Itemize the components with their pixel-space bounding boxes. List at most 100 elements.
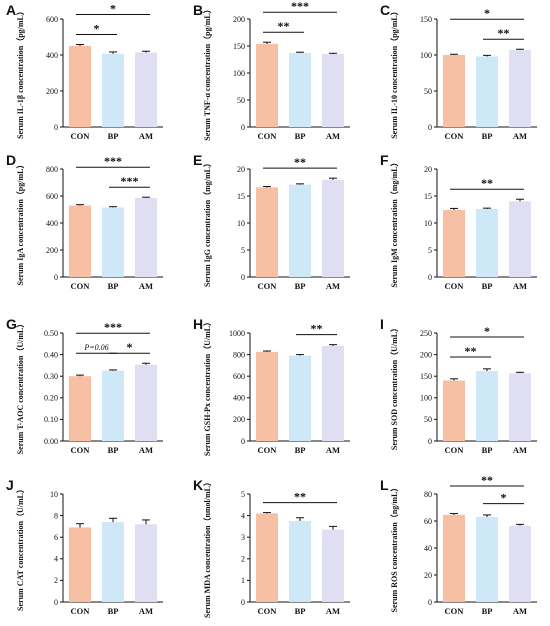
- panel-b-x-tick-label: CON: [258, 131, 278, 141]
- panel-f-significance-label: **: [481, 176, 493, 190]
- panel-l-x-tick-label: CON: [445, 606, 465, 616]
- panel-h-bar-am: [322, 345, 344, 441]
- panel-g-x-tick-label: BP: [108, 445, 119, 455]
- panel-a-bar-con: [69, 46, 91, 127]
- panel-g-significance-label: P=0.06: [83, 343, 108, 352]
- panel-c: C Serum IL-10 concentration（pg/mL） 0 50 100 1…: [380, 2, 537, 141]
- panel-j-bar-con: [69, 527, 91, 602]
- panel-e-bar-am: [322, 179, 344, 277]
- panel-l-y-axis-label: Serum ROS concentration（ng/mL）: [389, 484, 399, 613]
- panel-l-y-tick-label: 40: [424, 544, 432, 553]
- panel-b-y-axis-label: Serum TNF-α concentration（pg/mL）: [202, 5, 212, 140]
- panel-f-x-tick-label: BP: [482, 281, 493, 291]
- panel-i-bar-am: [509, 373, 531, 441]
- panel-a-x-tick-label: BP: [108, 131, 119, 141]
- panel-h-letter: H: [193, 316, 203, 332]
- panel-j-x-tick-label: CON: [71, 606, 91, 616]
- panel-a: A Serum IL-1β concentration（pg/mL） 0 200 400…: [6, 2, 163, 141]
- panel-e-x-tick-label: CON: [258, 281, 278, 291]
- panel-a-y-tick-label: 600: [46, 15, 58, 24]
- panel-f-y-tick-label: 5: [428, 246, 432, 255]
- panel-j-y-tick-label: 10: [50, 490, 58, 499]
- panel-l-bar-am: [509, 525, 531, 602]
- panel-i-y-tick-label: 100: [420, 394, 432, 403]
- panel-i-significance-label: **: [465, 344, 477, 358]
- panel-g-significance-label: *: [127, 340, 133, 354]
- panel-j-y-tick-label: 0: [54, 598, 58, 607]
- panel-h: H Serum GSH-Px concentration（U/mL） 0 200 400…: [193, 316, 350, 456]
- panel-e-bar-bp: [289, 184, 311, 277]
- panel-i-bar-con: [443, 380, 465, 441]
- panel-a-x-tick-label: CON: [71, 131, 91, 141]
- panel-b-significance-label: **: [278, 19, 290, 33]
- panel-k-letter: K: [193, 477, 203, 493]
- panel-d-bar-am: [135, 198, 157, 277]
- panel-j-y-tick-label: 2: [54, 576, 58, 585]
- panel-l-letter: L: [380, 477, 389, 493]
- panel-f-bar-am: [509, 201, 531, 277]
- panel-f-letter: F: [380, 152, 389, 168]
- panel-d-y-tick-label: 400: [46, 219, 58, 228]
- panel-d-x-tick-label: BP: [108, 281, 119, 291]
- panel-a-y-tick-label: 200: [46, 87, 58, 96]
- panel-a-significance-label: *: [94, 22, 100, 36]
- panel-k-significance-label: **: [294, 490, 306, 504]
- panel-h-x-tick-label: CON: [258, 445, 278, 455]
- panel-e-y-tick-label: 15: [237, 192, 245, 201]
- panel-e-y-tick-label: 0: [241, 273, 245, 282]
- panel-b-x-tick-label: AM: [326, 131, 340, 141]
- panel-h-y-tick-label: 600: [233, 372, 245, 381]
- panel-d-significance-label: ***: [104, 154, 122, 168]
- panel-k: K Serum MDA concentration（nmol/mL） 0 1 2 3 4 5 C…: [193, 477, 350, 618]
- panel-j-y-tick-label: 6: [54, 533, 58, 542]
- panel-k-y-tick-label: 0: [241, 598, 245, 607]
- panel-g-y-tick-label: 0.10: [44, 415, 58, 424]
- panel-b-significance-label: ***: [291, 0, 309, 13]
- panel-c-y-tick-label: 0: [428, 123, 432, 132]
- panel-h-x-tick-label: BP: [295, 445, 306, 455]
- panel-f-bar-bp: [476, 208, 498, 277]
- panel-k-y-tick-label: 5: [241, 490, 245, 499]
- panel-b-bar-con: [256, 43, 278, 128]
- panel-h-y-axis-label: Serum GSH-Px concentration（U/mL）: [202, 318, 212, 456]
- panel-d-x-tick-label: CON: [71, 281, 91, 291]
- panel-e-y-axis-label: Serum IgG concentration（mg/mL）: [202, 159, 212, 287]
- panel-k-bar-am: [322, 529, 344, 602]
- panel-l-bar-bp: [476, 516, 498, 602]
- panel-g-significance-label: ***: [104, 320, 122, 334]
- panel-b-y-tick-label: 50: [237, 96, 245, 105]
- panel-l-y-tick-label: 60: [424, 517, 432, 526]
- panel-d-y-axis-label: Serum IgA concentration（pg/mL）: [15, 161, 25, 286]
- panel-e: E Serum IgG concentration（mg/mL） 0 5 10 15 20 C…: [193, 152, 350, 291]
- panel-d-bar-bp: [102, 207, 124, 277]
- panel-j-bar-am: [135, 524, 157, 602]
- panel-i-x-tick-label: BP: [482, 445, 493, 455]
- panel-e-bar-con: [256, 187, 278, 277]
- panel-f-y-axis-label: Serum IgM concentration（mg/mL）: [389, 158, 399, 287]
- panel-c-bar-am: [509, 49, 531, 127]
- panel-d-y-tick-label: 0: [54, 273, 58, 282]
- panel-k-x-tick-label: BP: [295, 606, 306, 616]
- panel-h-bar-bp: [289, 355, 311, 441]
- panel-c-x-tick-label: AM: [513, 131, 527, 141]
- panel-c-significance-label: **: [498, 26, 510, 40]
- panel-a-x-tick-label: AM: [139, 131, 153, 141]
- panel-i-x-tick-label: AM: [513, 445, 527, 455]
- panel-c-y-axis-label: Serum IL-10 concentration（pg/mL）: [389, 7, 399, 139]
- panel-a-significance-label: *: [110, 2, 116, 16]
- panel-g-bar-con: [69, 376, 91, 441]
- panel-l-significance-label: *: [501, 491, 507, 505]
- panel-e-letter: E: [193, 152, 202, 168]
- panel-h-y-tick-label: 200: [233, 415, 245, 424]
- panel-e-x-tick-label: AM: [326, 281, 340, 291]
- panel-g-y-tick-label: 0.30: [44, 372, 58, 381]
- panel-j-bar-bp: [102, 522, 124, 602]
- panel-g-y-tick-label: 0.50: [44, 329, 58, 338]
- panel-d-y-tick-label: 600: [46, 192, 58, 201]
- panel-f-bar-con: [443, 210, 465, 277]
- panel-k-bar-bp: [289, 521, 311, 602]
- panel-h-significance-label: **: [311, 322, 323, 336]
- panel-j-x-tick-label: AM: [139, 606, 153, 616]
